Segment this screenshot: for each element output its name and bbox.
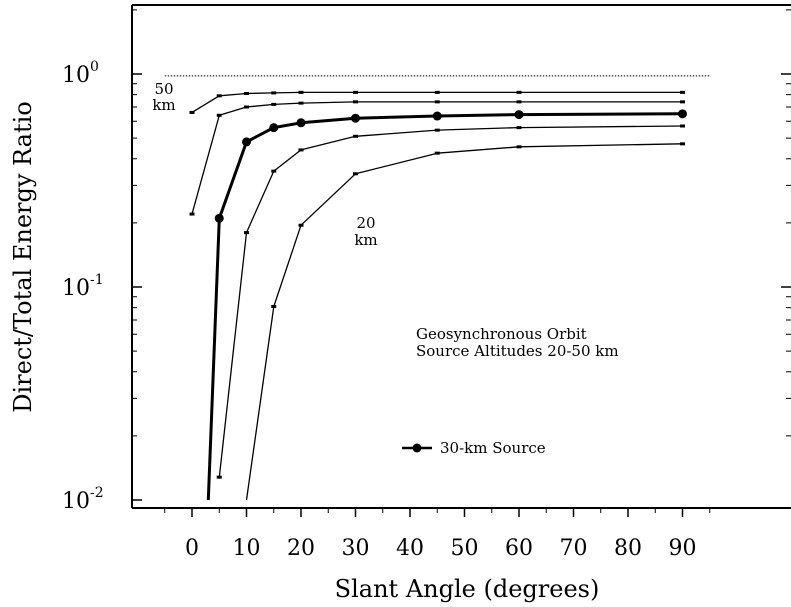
- series-25km: [216, 124, 685, 479]
- series-point: [189, 110, 195, 114]
- series-30km: [206, 109, 687, 501]
- series-point: [434, 128, 440, 132]
- series-point: [434, 151, 440, 155]
- x-tick-label-50: 50: [451, 536, 479, 561]
- x-tick-label-70: 70: [560, 536, 588, 561]
- series-point: [216, 475, 222, 479]
- series-point: [680, 90, 685, 94]
- series-point: [244, 231, 249, 235]
- series-point: [680, 142, 685, 146]
- series-point: [271, 91, 277, 95]
- info-line-2: Source Altitudes 20-50 km: [416, 342, 619, 360]
- series-point: [271, 304, 277, 308]
- series-point: [353, 90, 358, 94]
- y-minor-ticks: [132, 9, 791, 437]
- y-tick-label: 100: [62, 59, 99, 88]
- label-20km-unit: km: [354, 231, 377, 249]
- legend-label: 30-km Source: [440, 439, 546, 457]
- series-point: [296, 118, 306, 128]
- y-tick-label: 10-2: [62, 485, 104, 514]
- series-point: [298, 90, 304, 94]
- series-point: [353, 172, 358, 176]
- y-axis-title: Direct/Total Energy Ratio: [9, 101, 37, 413]
- info-line-1: Geosynchronous Orbit: [416, 325, 587, 343]
- series-point: [678, 109, 687, 119]
- series-point: [189, 212, 195, 216]
- series-point: [298, 101, 304, 105]
- x-tick-label-60: 60: [505, 536, 533, 561]
- series-50km: [189, 90, 685, 114]
- legend-marker: [412, 443, 422, 453]
- x-axis-ticks: 0 10 20 30 40 50 60 70 80 90: [164, 508, 711, 561]
- x-tick-label-30: 30: [342, 536, 370, 561]
- label-50km-value: 50: [154, 80, 173, 98]
- series-point: [244, 105, 249, 109]
- series-40km: [189, 100, 685, 216]
- series-point: [214, 213, 224, 223]
- series-point: [514, 110, 524, 120]
- legend: 30-km Source: [402, 439, 546, 457]
- y-tick-label: 10-1: [62, 272, 104, 301]
- series-point: [298, 223, 304, 227]
- series-point: [216, 113, 222, 117]
- series-point: [244, 91, 249, 95]
- x-axis-title: Slant Angle (degrees): [335, 575, 600, 603]
- x-tick-label-10: 10: [233, 536, 261, 561]
- series-point: [680, 100, 685, 104]
- series-point: [680, 124, 685, 128]
- series-point: [516, 126, 522, 130]
- series-point: [271, 102, 277, 106]
- x-tick-label-40: 40: [396, 536, 424, 561]
- series-line-25km: [218, 125, 683, 478]
- series-point: [434, 90, 440, 94]
- series-20km: [245, 142, 685, 501]
- series-point: [271, 169, 277, 173]
- label-20km-value: 20: [356, 214, 375, 232]
- series-point: [516, 145, 522, 149]
- series-point: [298, 148, 304, 152]
- x-tick-label-90: 90: [669, 536, 697, 561]
- x-tick-label-80: 80: [614, 536, 642, 561]
- series-point: [353, 134, 358, 138]
- series-layer: [189, 90, 687, 501]
- series-point: [516, 100, 522, 104]
- series-point: [216, 94, 222, 98]
- x-tick-label-20: 20: [287, 536, 315, 561]
- y-axis-ticks: 100 10-1 10-2: [62, 59, 142, 514]
- series-point: [516, 90, 522, 94]
- x-tick-label-0: 0: [185, 536, 199, 561]
- series-point: [242, 137, 251, 147]
- series-point: [353, 100, 358, 104]
- label-50km-unit: km: [152, 96, 175, 114]
- series-point: [351, 113, 360, 123]
- series-point: [432, 111, 442, 121]
- series-point: [434, 100, 440, 104]
- series-point: [269, 123, 279, 133]
